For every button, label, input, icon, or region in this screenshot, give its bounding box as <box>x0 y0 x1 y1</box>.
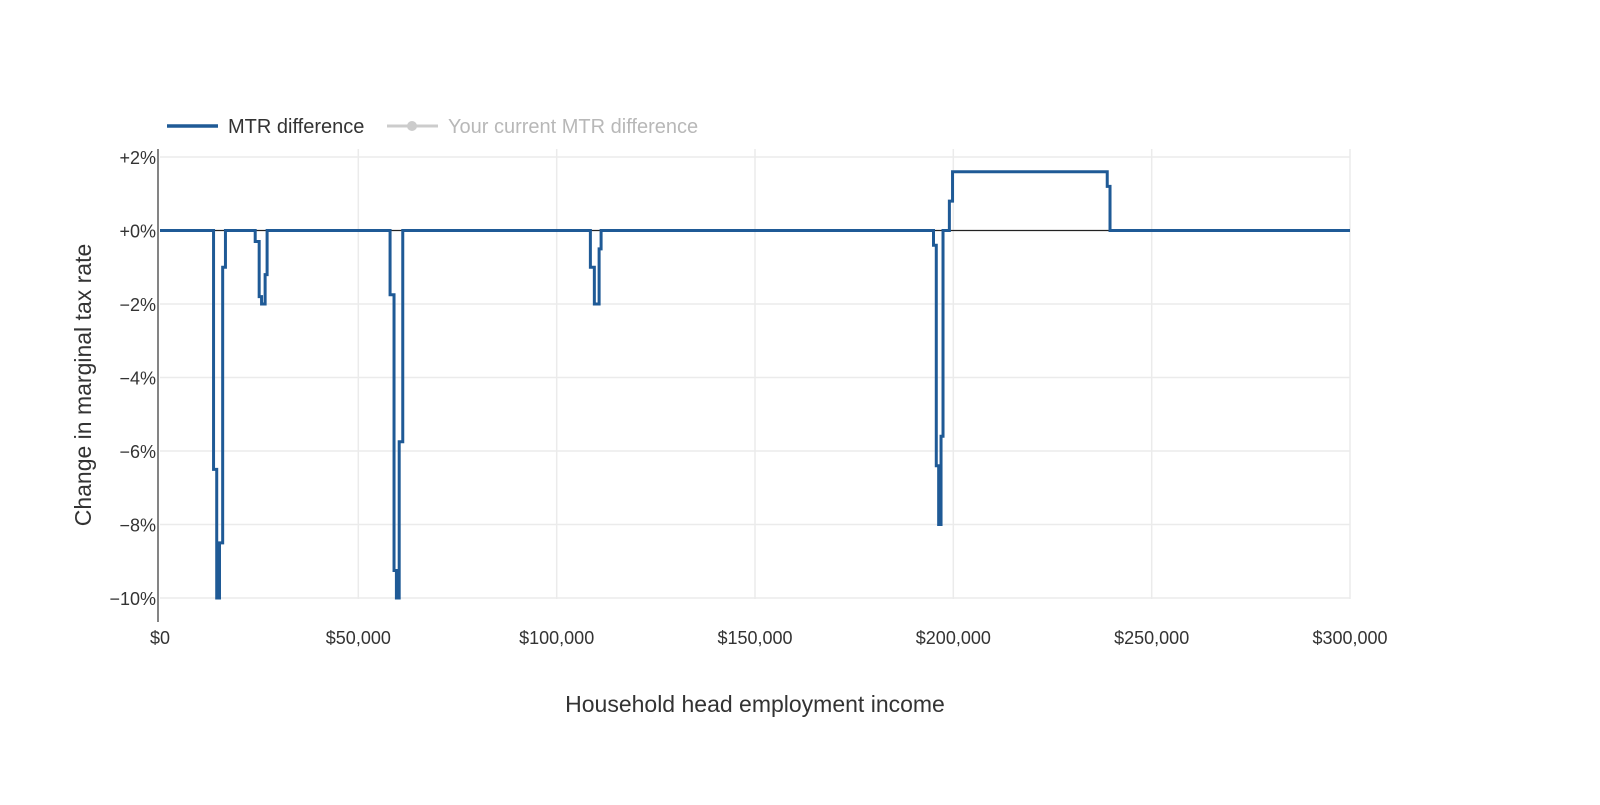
x-tick-label: $250,000 <box>1114 628 1189 648</box>
y-axis-title: Change in marginal tax rate <box>70 244 96 527</box>
x-tick-label: $100,000 <box>519 628 594 648</box>
y-gridlines <box>160 156 1350 599</box>
y-tick-label: +2% <box>119 148 156 168</box>
legend-item-mtr-difference[interactable]: MTR difference <box>167 116 364 138</box>
x-tick-label: $50,000 <box>326 628 391 648</box>
y-tick-label: −8% <box>119 516 156 536</box>
y-tick-label: −4% <box>119 369 156 389</box>
y-tick-label: −6% <box>119 442 156 462</box>
y-tick-label: −10% <box>109 589 156 609</box>
y-axis-ticks: +2% +0% −2% −4% −6% −8% −10% <box>109 148 156 609</box>
x-tick-label: $150,000 <box>717 628 792 648</box>
x-gridlines <box>357 149 1351 599</box>
x-axis-title: Household head employment income <box>565 691 945 717</box>
x-tick-label: $200,000 <box>916 628 991 648</box>
legend-item-current-mtr-difference[interactable]: Your current MTR difference <box>387 116 698 138</box>
legend-label: Your current MTR difference <box>448 116 698 138</box>
x-axis-ticks: $0 $50,000 $100,000 $150,000 $200,000 $250,00… <box>150 628 1388 648</box>
series-line-mtr-difference <box>160 170 1350 600</box>
legend-label: MTR difference <box>228 116 364 138</box>
y-tick-label: +0% <box>119 222 156 242</box>
x-tick-label: $0 <box>150 628 170 648</box>
y-tick-label: −2% <box>119 295 156 315</box>
legend[interactable]: MTR difference Your current MTR differenc… <box>167 116 698 138</box>
x-tick-label: $300,000 <box>1312 628 1387 648</box>
legend-marker-icon <box>407 121 417 131</box>
series <box>160 170 1350 600</box>
